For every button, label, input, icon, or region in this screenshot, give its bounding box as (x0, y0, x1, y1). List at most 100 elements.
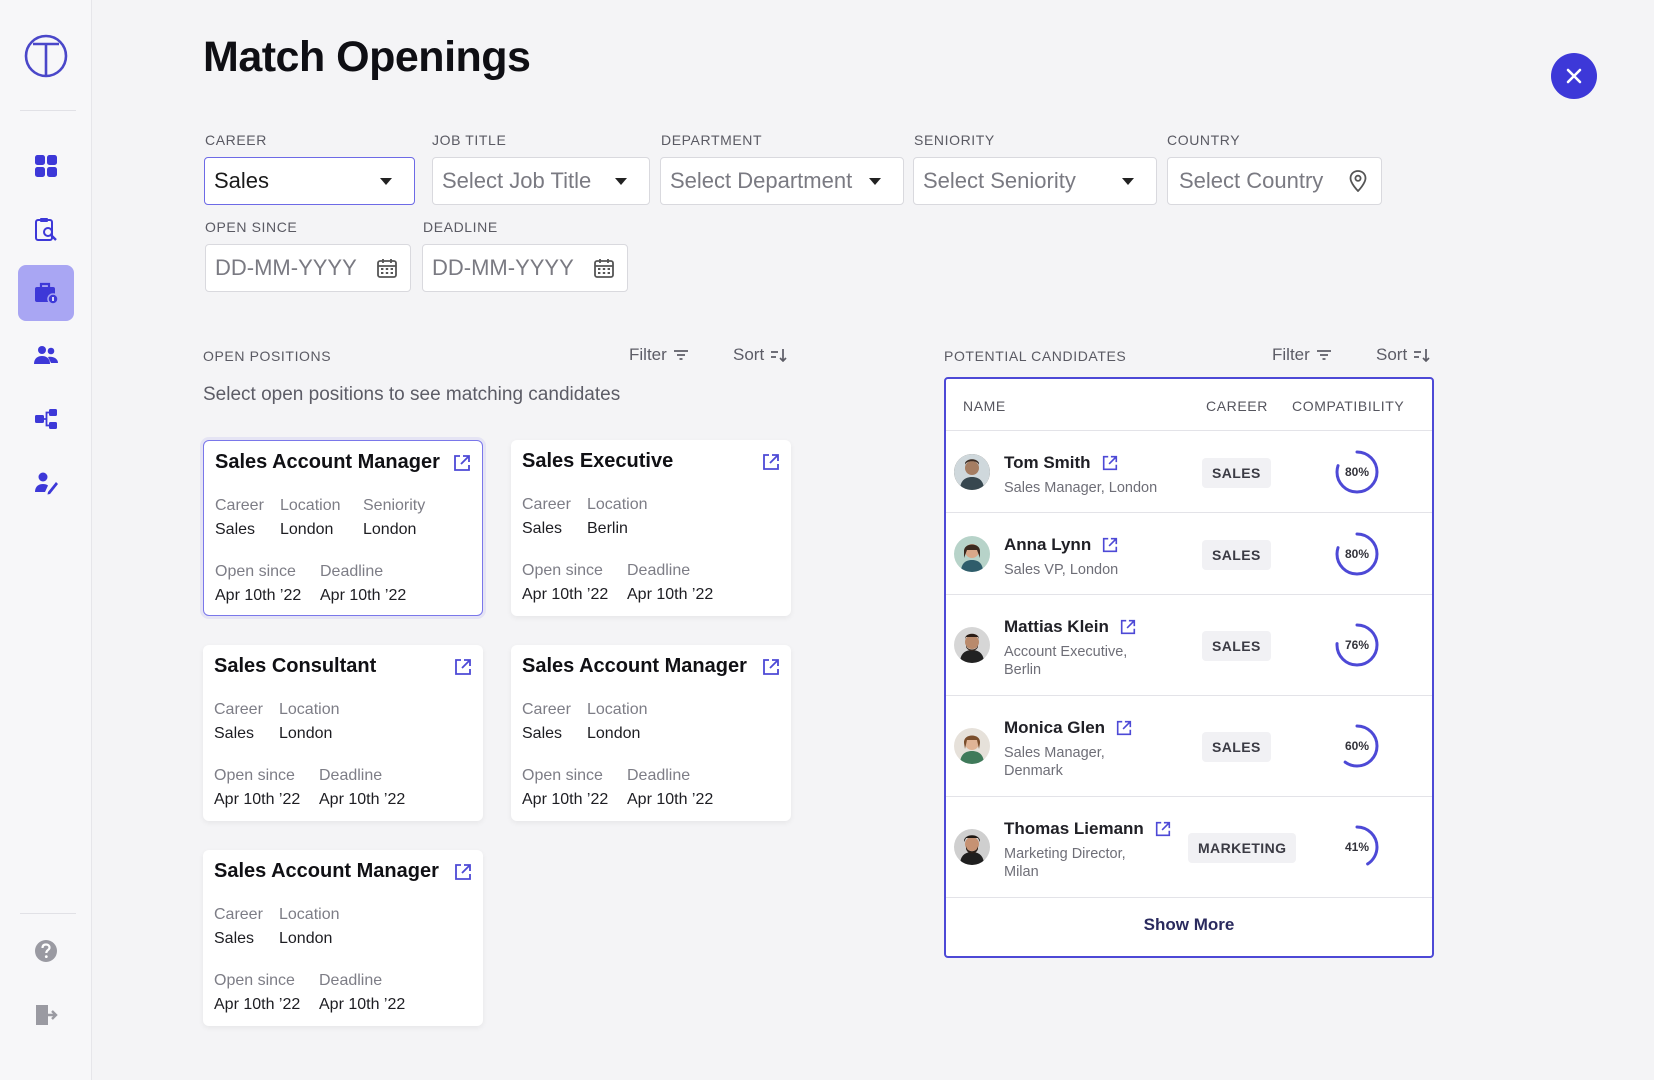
external-link-icon[interactable] (453, 657, 473, 677)
compatibility-arc (1335, 825, 1379, 869)
candidate-row[interactable]: Mattias Klein Account Executive, Berlin … (946, 595, 1432, 696)
meta-key: Career (214, 701, 263, 718)
meta-key: Deadline (319, 972, 383, 989)
candidate-row[interactable]: Anna Lynn Sales VP, London SALES 80% (946, 513, 1432, 595)
positions-sort-button[interactable]: Sort (733, 345, 788, 365)
deadline-placeholder: DD-MM-YYYY (432, 255, 574, 280)
position-title: Sales Executive (522, 450, 674, 472)
filter-icon (1316, 350, 1331, 360)
meta-value: London (280, 521, 334, 538)
compatibility-arc (1335, 532, 1379, 576)
external-link-icon[interactable] (761, 452, 781, 472)
meta-key: Deadline (320, 563, 384, 580)
calendar-icon (377, 259, 397, 278)
candidate-name: Thomas Liemann (1004, 819, 1172, 839)
meta-key: Open since (214, 767, 295, 784)
compatibility-ring: 60% (1333, 722, 1381, 770)
close-button[interactable] (1551, 53, 1597, 99)
candidate-row[interactable]: Monica Glen Sales Manager, Denmark SALES… (946, 696, 1432, 797)
meta-value: Apr 10th ’22 (627, 791, 714, 808)
seniority-select[interactable]: Select Seniority (913, 157, 1157, 205)
candidate-role-line: Sales VP, London (1004, 562, 1119, 578)
candidates-filter-button[interactable]: Filter (1272, 345, 1332, 365)
nav-job-search[interactable] (18, 201, 74, 257)
page-title: Match Openings (203, 33, 531, 81)
meta-value: London (279, 725, 333, 742)
nav-openings[interactable] (18, 265, 74, 321)
position-card[interactable]: Sales Executive Career Sales Location Berl… (511, 440, 791, 616)
external-link-icon[interactable] (761, 657, 781, 677)
candidate-row[interactable]: Thomas Liemann Marketing Director, Milan… (946, 797, 1432, 898)
candidate-role: Sales Manager, Denmark (1004, 744, 1105, 780)
compatibility-ring: 76% (1333, 621, 1381, 669)
department-select[interactable]: Select Department (660, 157, 904, 205)
external-link-icon[interactable] (1154, 820, 1172, 838)
nav-people[interactable] (18, 328, 74, 384)
chevron-down-icon (380, 177, 392, 185)
career-select[interactable]: Sales (204, 157, 415, 205)
positions-filter-button[interactable]: Filter (629, 345, 689, 365)
avatar (954, 536, 990, 572)
position-title: Sales Account Manager (522, 655, 747, 677)
chevron-down-icon (1122, 177, 1134, 185)
candidate-location-line: Milan (1004, 864, 1039, 880)
meta-value: London (363, 521, 417, 538)
candidate-role: Sales Manager, London (1004, 479, 1157, 497)
nav-logout[interactable] (18, 987, 74, 1043)
external-link-icon[interactable] (1115, 719, 1133, 737)
open-since-input[interactable]: DD-MM-YYYY (205, 244, 411, 292)
help-icon (35, 940, 57, 962)
candidate-row[interactable]: Tom Smith Sales Manager, London SALES 80… (946, 431, 1432, 513)
nav-help[interactable] (18, 923, 74, 979)
deadline-input[interactable]: DD-MM-YYYY (422, 244, 628, 292)
external-link-icon[interactable] (1119, 618, 1137, 636)
show-more-button[interactable]: Show More (1143, 915, 1235, 934)
column-name: NAME (963, 398, 1006, 414)
external-link-icon[interactable] (1101, 454, 1119, 472)
job-title-select[interactable]: Select Job Title (432, 157, 650, 205)
position-card[interactable]: Sales Consultant Career Sales Location Lon… (203, 645, 483, 821)
candidate-name-text: Mattias Klein (1004, 617, 1109, 636)
logout-icon (36, 1005, 58, 1025)
meta-key: Open since (214, 972, 295, 989)
chevron-down-icon (615, 177, 627, 185)
compatibility-ring-graphic (1335, 532, 1379, 576)
meta-key: Location (279, 701, 340, 718)
seniority-label: SENIORITY (914, 132, 995, 148)
calendar-icon (594, 259, 614, 278)
sort-icon (1414, 349, 1430, 362)
meta-key: Deadline (627, 562, 691, 579)
potential-candidates-label: POTENTIAL CANDIDATES (944, 348, 1127, 364)
meta-value: Sales (522, 520, 563, 537)
job-title-placeholder: Select Job Title (442, 168, 592, 193)
external-link-icon[interactable] (1101, 536, 1119, 554)
logo-icon[interactable] (23, 33, 69, 79)
meta-key: Open since (522, 562, 603, 579)
nav-user-edit[interactable] (18, 455, 74, 511)
position-card[interactable]: Sales Account Manager Career Sales Locati… (203, 850, 483, 1026)
meta-key: Deadline (627, 767, 691, 784)
positions-filter-label: Filter (629, 345, 667, 364)
meta-value: Apr 10th ’22 (320, 587, 407, 604)
positions-sort-label: Sort (733, 345, 765, 364)
compatibility-value: 76% (1344, 638, 1370, 652)
candidate-role-line: Sales Manager, London (1004, 480, 1158, 496)
compatibility-ring: 80% (1333, 448, 1381, 496)
department-label: DEPARTMENT (661, 132, 763, 148)
meta-value: Sales (215, 521, 256, 538)
candidate-role: Marketing Director, Milan (1004, 845, 1126, 881)
position-card[interactable]: Sales Account Manager Career Sales Locati… (511, 645, 791, 821)
positions-hint: Select open positions to see matching ca… (203, 384, 621, 405)
meta-key: Location (280, 497, 341, 514)
meta-value: Apr 10th ’22 (214, 791, 301, 808)
location-pin-icon (1349, 170, 1367, 192)
country-select[interactable]: Select Country (1167, 157, 1382, 205)
position-card[interactable]: Sales Account Manager Career Sales Locati… (203, 440, 483, 616)
org-chart-icon (35, 409, 57, 429)
sort-icon (771, 349, 787, 362)
candidates-sort-button[interactable]: Sort (1376, 345, 1431, 365)
external-link-icon[interactable] (453, 862, 473, 882)
external-link-icon[interactable] (452, 453, 472, 473)
nav-org-chart[interactable] (18, 391, 74, 447)
nav-dashboard[interactable] (18, 138, 74, 194)
